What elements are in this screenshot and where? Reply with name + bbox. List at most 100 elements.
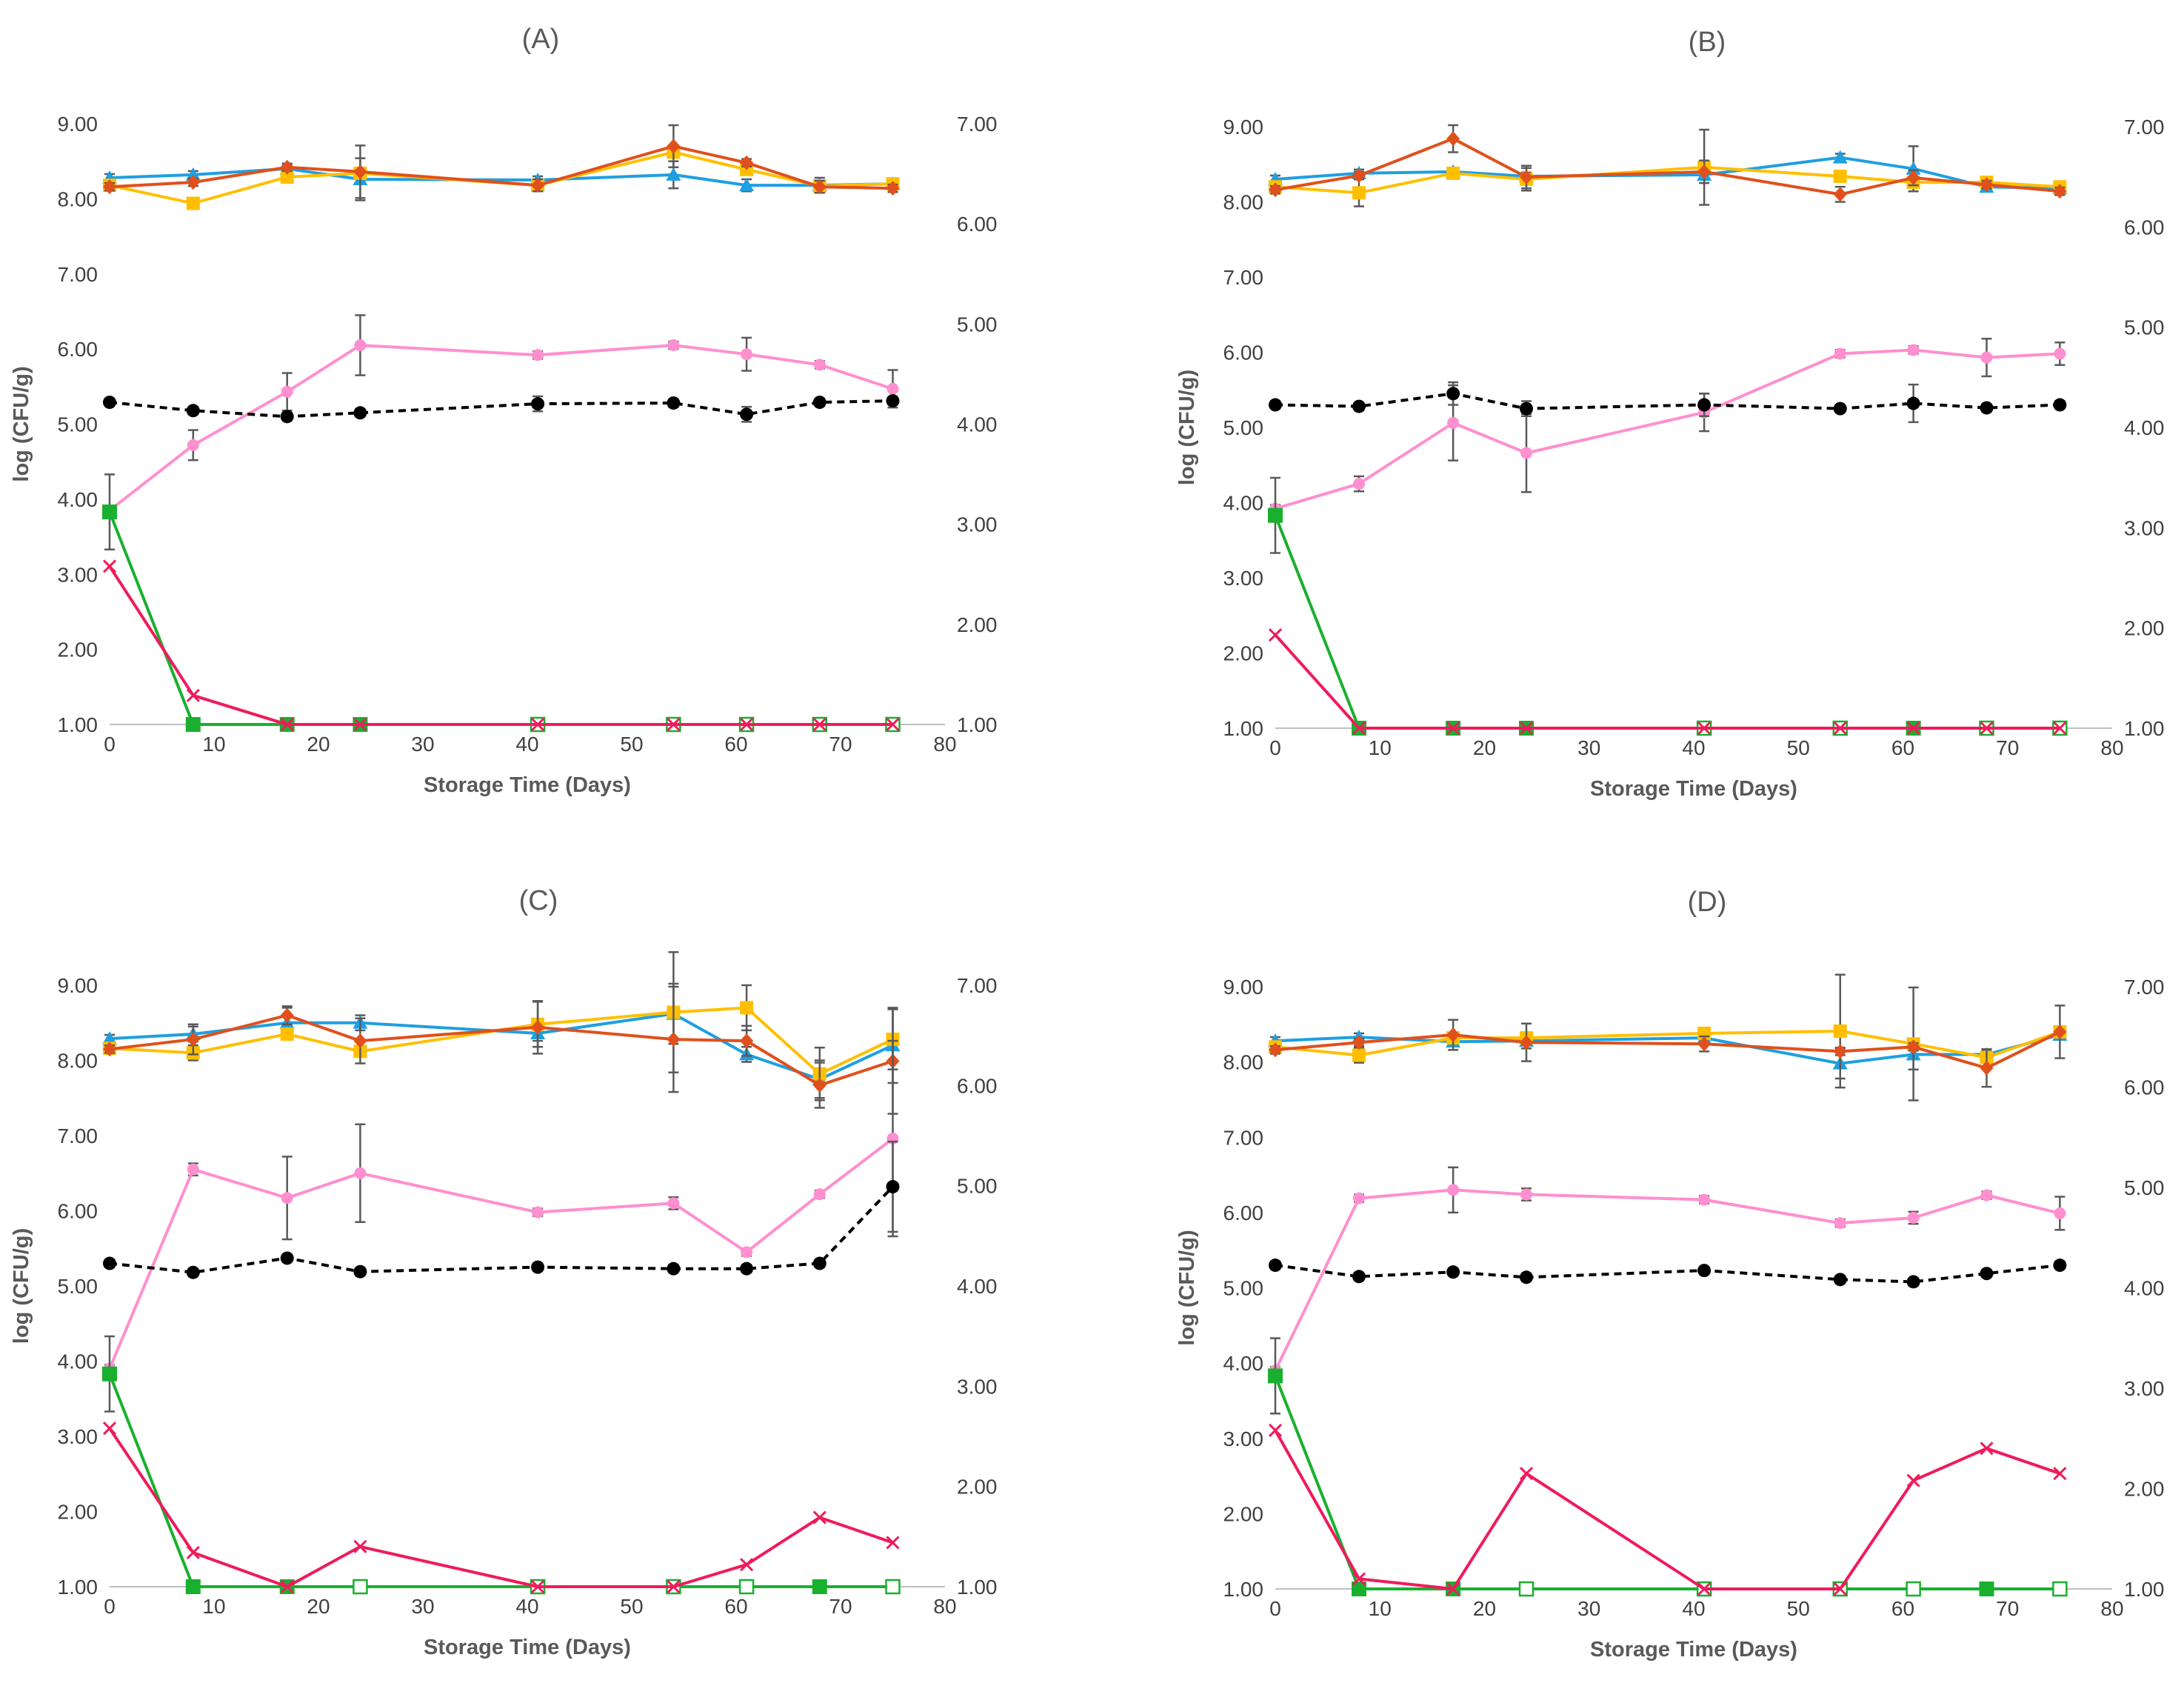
x-tick-label: 50 bbox=[620, 733, 643, 756]
data-point-black bbox=[1980, 401, 1994, 415]
data-point-black bbox=[186, 404, 200, 418]
y-tick-label: 6.00 bbox=[1223, 1202, 1264, 1224]
chart-panel-3: (C)0 10 20 30 40 50 60 70 801.002.003.004.005.00… bbox=[10, 885, 998, 1659]
data-point-pink bbox=[813, 359, 826, 371]
data-point-orange bbox=[1697, 164, 1712, 179]
data-point-orange bbox=[531, 178, 545, 193]
data-point-red bbox=[353, 1539, 367, 1553]
series-pink bbox=[104, 1039, 899, 1375]
y2-tick-label: 4.00 bbox=[2124, 416, 2165, 439]
series-black bbox=[1269, 381, 2067, 424]
y-tick-label: 6.00 bbox=[1223, 341, 1264, 364]
data-point-orange bbox=[886, 181, 900, 196]
x-tick-label: 40 bbox=[515, 733, 538, 756]
data-point-red bbox=[1352, 1572, 1366, 1586]
chart-panel-4: (D)0 10 20 30 40 50 60 70 801.002.003.004.005.00… bbox=[1175, 887, 2165, 1662]
x-axis-title: Storage Time (Days) bbox=[424, 773, 631, 797]
data-point-orange bbox=[1697, 1036, 1712, 1052]
data-point-red bbox=[102, 559, 117, 573]
data-point-black bbox=[1269, 398, 1282, 412]
data-point-orange bbox=[353, 1033, 367, 1049]
series-orange bbox=[1269, 1004, 2067, 1088]
y-axis-title: log (CFU/g) bbox=[1175, 1230, 1199, 1345]
data-point-yellow bbox=[1833, 169, 1847, 183]
series-red bbox=[1268, 628, 2067, 736]
data-point-red bbox=[1352, 721, 1366, 736]
y2-tick-label: 3.00 bbox=[957, 513, 998, 536]
data-point-orange bbox=[1446, 1027, 1460, 1043]
data-point-red bbox=[812, 717, 826, 732]
y2-tick-label: 5.00 bbox=[2124, 1176, 2165, 1199]
data-point-black bbox=[2053, 1259, 2067, 1273]
y-tick-label: 6.00 bbox=[58, 1200, 98, 1223]
y-tick-label: 4.00 bbox=[1223, 492, 1264, 515]
x-tick-label: 70 bbox=[1996, 1597, 2019, 1620]
y2-tick-label: 7.00 bbox=[2124, 116, 2165, 139]
y-tick-label: 3.00 bbox=[1223, 1427, 1264, 1450]
data-point-orange bbox=[186, 175, 200, 190]
data-point-pink bbox=[1447, 1184, 1460, 1196]
y-tick-label: 2.00 bbox=[1223, 1502, 1264, 1525]
data-point-orange bbox=[1520, 170, 1533, 185]
data-point-red bbox=[186, 1545, 200, 1560]
data-point-black bbox=[1833, 401, 1847, 416]
data-point-red bbox=[1697, 1582, 1712, 1596]
y2-tick-label: 7.00 bbox=[2124, 976, 2165, 999]
data-point-black bbox=[886, 394, 900, 408]
x-tick-label: 0 bbox=[104, 1595, 116, 1618]
series-pink bbox=[104, 314, 899, 517]
data-point-orange bbox=[2053, 1024, 2067, 1039]
data-point-green bbox=[2052, 1581, 2068, 1597]
y-tick-label: 4.00 bbox=[58, 1350, 98, 1373]
data-point-red bbox=[531, 717, 545, 732]
y-tick-label: 7.00 bbox=[1223, 1126, 1264, 1149]
chart-panel-2: (B)0 10 20 30 40 50 60 70 801.002.003.004.005.00… bbox=[1175, 27, 2165, 801]
data-point-black bbox=[280, 1251, 294, 1265]
data-point-pink bbox=[2054, 1207, 2066, 1219]
y-tick-label: 8.00 bbox=[1223, 191, 1264, 214]
data-point-black bbox=[2053, 398, 2067, 412]
data-point-black bbox=[1906, 1275, 1920, 1289]
y-tick-label: 8.00 bbox=[58, 187, 98, 210]
series-red bbox=[1268, 1423, 2067, 1596]
data-point-orange bbox=[812, 1077, 826, 1093]
data-point-green bbox=[1268, 1368, 1283, 1384]
data-point-black bbox=[1446, 1265, 1460, 1279]
data-point-orange bbox=[531, 1019, 545, 1035]
y-tick-label: 3.00 bbox=[58, 1425, 98, 1448]
y2-tick-label: 3.00 bbox=[2124, 516, 2165, 539]
data-point-orange bbox=[1269, 1042, 1282, 1058]
data-point-black bbox=[186, 1265, 200, 1279]
x-tick-label: 20 bbox=[1473, 1597, 1496, 1620]
data-point-black bbox=[531, 1260, 545, 1274]
data-point-black bbox=[353, 406, 367, 420]
y-tick-label: 9.00 bbox=[1223, 116, 1264, 139]
data-point-yellow bbox=[740, 1001, 754, 1015]
data-point-red bbox=[1268, 1423, 1283, 1437]
data-point-green bbox=[353, 1579, 368, 1595]
data-point-orange bbox=[1906, 170, 1920, 186]
series-red bbox=[102, 1422, 900, 1594]
data-point-pink bbox=[1353, 478, 1365, 490]
data-point-black bbox=[1833, 1273, 1847, 1287]
x-tick-label: 20 bbox=[1473, 736, 1496, 759]
data-point-red bbox=[1697, 721, 1712, 736]
data-point-orange bbox=[1269, 182, 1282, 198]
data-point-red bbox=[1906, 721, 1920, 736]
data-point-black bbox=[667, 396, 681, 410]
data-point-green bbox=[185, 1579, 201, 1594]
data-point-orange bbox=[1352, 167, 1366, 183]
data-point-yellow bbox=[186, 196, 200, 210]
series-black bbox=[103, 394, 900, 424]
data-point-pink bbox=[1907, 344, 1920, 356]
data-point-pink bbox=[813, 1188, 826, 1201]
x-tick-label: 10 bbox=[202, 733, 225, 756]
y2-tick-label: 5.00 bbox=[957, 1175, 998, 1198]
data-point-pink bbox=[886, 382, 899, 395]
data-point-orange bbox=[103, 179, 116, 195]
data-point-pink bbox=[1834, 347, 1846, 360]
data-point-pink bbox=[741, 348, 753, 361]
data-point-yellow bbox=[1352, 186, 1366, 200]
data-point-pink bbox=[1698, 1193, 1711, 1206]
